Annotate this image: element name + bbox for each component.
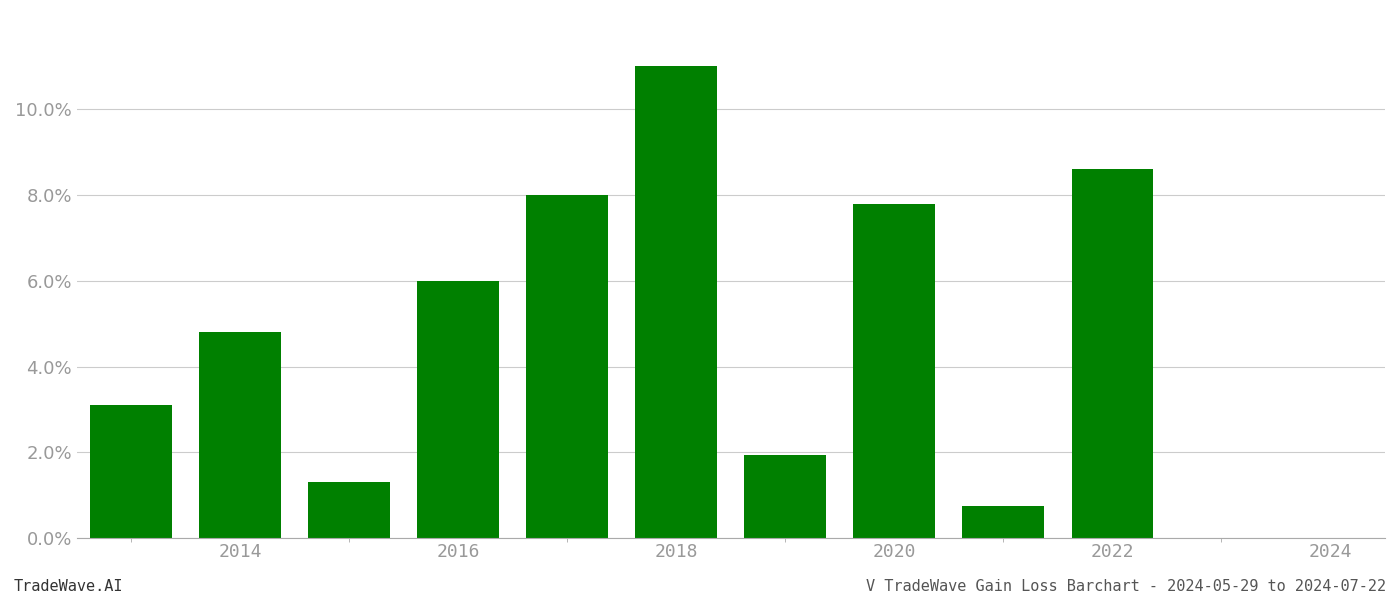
- Bar: [854, 203, 935, 538]
- Bar: [526, 195, 608, 538]
- Text: TradeWave.AI: TradeWave.AI: [14, 579, 123, 594]
- Bar: [308, 482, 391, 538]
- Bar: [90, 405, 172, 538]
- Bar: [962, 506, 1044, 538]
- Text: V TradeWave Gain Loss Barchart - 2024-05-29 to 2024-07-22: V TradeWave Gain Loss Barchart - 2024-05…: [865, 579, 1386, 594]
- Bar: [199, 332, 281, 538]
- Bar: [745, 455, 826, 538]
- Bar: [636, 67, 717, 538]
- Bar: [1071, 169, 1154, 538]
- Bar: [417, 281, 500, 538]
